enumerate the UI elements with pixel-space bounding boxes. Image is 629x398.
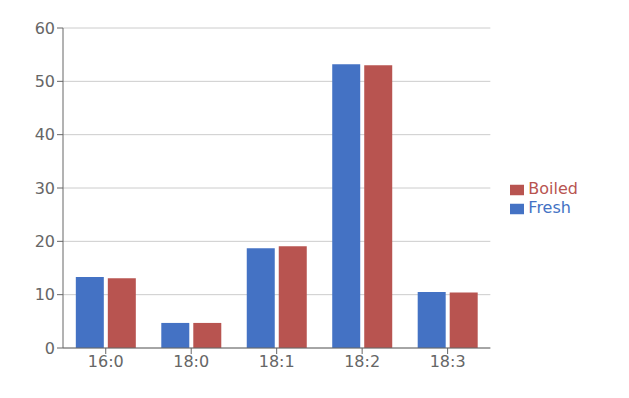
svg-text:50: 50 [35, 72, 55, 91]
svg-text:10: 10 [35, 285, 55, 304]
svg-text:20: 20 [35, 232, 55, 251]
svg-text:18:2: 18:2 [344, 352, 380, 371]
svg-text:18:0: 18:0 [173, 352, 209, 371]
svg-text:18:3: 18:3 [430, 352, 466, 371]
html-text:Fresh: Fresh [528, 198, 571, 217]
svg-text:0: 0 [45, 339, 55, 358]
svg-text:30: 30 [35, 179, 55, 198]
html-text:Boiled: Boiled [528, 179, 578, 198]
svg-text:16:0: 16:0 [88, 352, 124, 371]
svg-text:40: 40 [35, 125, 55, 144]
svg-text:18:1: 18:1 [259, 352, 295, 371]
svg-text:60: 60 [35, 19, 55, 38]
